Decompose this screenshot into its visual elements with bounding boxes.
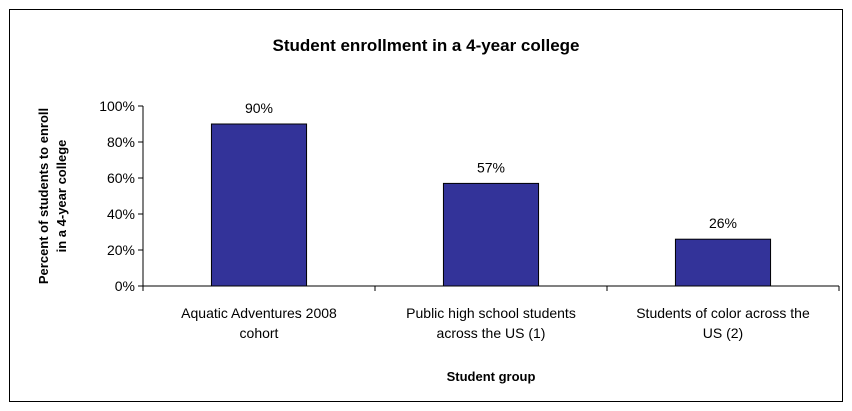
chart-title: Student enrollment in a 4-year college xyxy=(272,36,579,55)
data-label: 90% xyxy=(245,100,273,116)
y-tick-label: 80% xyxy=(107,134,135,150)
category-label: Public high school students xyxy=(406,305,576,321)
category-label: Aquatic Adventures 2008 xyxy=(181,305,337,321)
y-tick-label: 60% xyxy=(107,170,135,186)
category-label: US (2) xyxy=(703,325,743,341)
chart-frame xyxy=(9,9,843,402)
bar xyxy=(210,123,308,287)
data-label: 57% xyxy=(477,159,505,175)
bar xyxy=(674,238,772,287)
y-tick-label: 0% xyxy=(115,278,135,294)
y-axis-title-line-1: Percent of students to enroll xyxy=(36,108,51,284)
category-label: cohort xyxy=(240,325,279,341)
y-tick-label: 40% xyxy=(107,206,135,222)
y-axis-title-line-2: in a 4-year college xyxy=(54,140,69,253)
x-axis-title: Student group xyxy=(447,369,536,384)
y-tick-label: 100% xyxy=(99,98,135,114)
data-label: 26% xyxy=(709,215,737,231)
y-tick-label: 20% xyxy=(107,242,135,258)
category-label: Students of color across the xyxy=(636,305,810,321)
bar xyxy=(442,182,540,287)
plot-area: 0% 20% 40% 60% 80% 100% 90% Aquatic Adventures … xyxy=(99,98,840,341)
category-label: across the US (1) xyxy=(437,325,546,341)
